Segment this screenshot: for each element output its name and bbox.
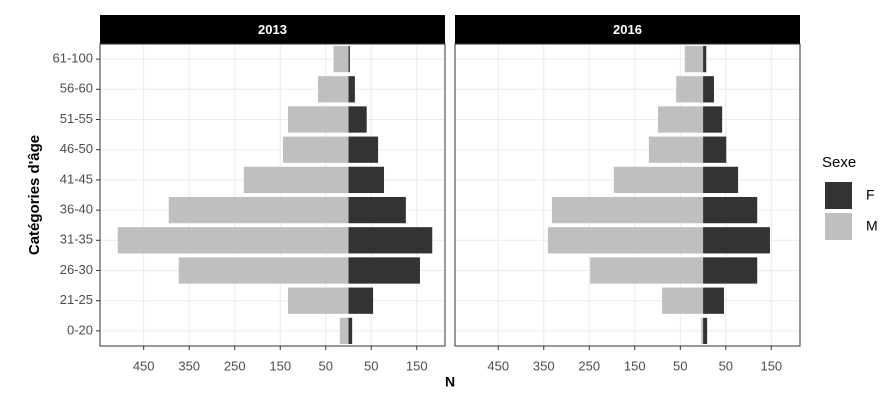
bar: [648, 136, 704, 163]
bar: [348, 287, 374, 314]
x-tick-label: 150: [760, 358, 782, 373]
y-tick-label: 36-40: [60, 202, 93, 217]
bar: [703, 317, 708, 345]
bar: [703, 106, 723, 133]
panel-background: [455, 44, 800, 346]
x-tick-label: 150: [624, 358, 646, 373]
y-tick-label: 56-60: [60, 81, 93, 96]
bar: [613, 166, 704, 194]
bar: [703, 166, 739, 194]
bar: [333, 45, 349, 73]
legend-swatch: [825, 182, 852, 209]
panel-border: [454, 43, 801, 347]
bar: [318, 76, 349, 103]
bar: [703, 136, 727, 163]
x-tick-label: 50: [364, 358, 378, 373]
x-tick-label: 350: [178, 358, 200, 373]
bar: [348, 227, 433, 254]
legend-title: Sexe: [822, 154, 856, 171]
y-tick-label: 26-30: [60, 262, 93, 277]
bar: [703, 76, 714, 103]
bar: [348, 317, 353, 345]
bar: [178, 257, 349, 284]
x-tick-label: 50: [319, 358, 333, 373]
bar: [684, 45, 704, 73]
x-tick-label: 450: [487, 358, 509, 373]
bar: [662, 287, 704, 314]
legend-swatch: [825, 213, 852, 240]
bar: [703, 45, 707, 73]
bar: [703, 227, 770, 254]
bar: [703, 287, 724, 314]
x-tick-label: 50: [719, 358, 733, 373]
x-tick-label: 250: [578, 358, 600, 373]
panel-background: [100, 44, 445, 346]
y-tick-label: 0-20: [67, 322, 93, 337]
x-axis-label: N: [445, 374, 455, 390]
panel-border: [99, 43, 446, 347]
y-tick-label: 31-35: [60, 232, 93, 247]
bar: [348, 136, 379, 163]
bar: [287, 287, 349, 314]
legend-label: F: [866, 187, 875, 203]
y-tick-label: 61-100: [53, 51, 93, 66]
bar: [348, 45, 350, 73]
bar: [551, 196, 704, 224]
bar: [348, 166, 385, 194]
bar: [701, 317, 704, 345]
strip: [455, 15, 800, 44]
bar: [657, 106, 704, 133]
x-tick-label: 50: [673, 358, 687, 373]
y-tick-label: 41-45: [60, 171, 93, 186]
bar: [287, 106, 349, 133]
x-tick-label: 150: [406, 358, 428, 373]
y-tick-label: 46-50: [60, 141, 93, 156]
bar: [117, 227, 349, 254]
strip: [100, 15, 445, 44]
bar: [168, 196, 349, 224]
bar: [590, 257, 704, 284]
x-tick-label: 250: [224, 358, 246, 373]
y-axis-label: Catégories d'âge: [26, 135, 43, 255]
bar: [703, 257, 758, 284]
strip-label: 2013: [258, 22, 287, 37]
y-tick-label: 21-25: [60, 292, 93, 307]
bar: [547, 227, 704, 254]
bar: [676, 76, 704, 103]
bar: [348, 76, 355, 103]
y-tick-label: 51-55: [60, 111, 93, 126]
legend-label: M: [866, 218, 878, 234]
bar: [703, 196, 758, 224]
bar: [348, 106, 367, 133]
x-tick-label: 350: [533, 358, 555, 373]
strip-label: 2016: [613, 22, 642, 37]
bar: [282, 136, 349, 163]
x-tick-label: 450: [133, 358, 155, 373]
bar: [348, 196, 406, 224]
bar: [339, 317, 349, 345]
x-tick-label: 150: [269, 358, 291, 373]
bar: [243, 166, 349, 194]
bar: [348, 257, 420, 284]
